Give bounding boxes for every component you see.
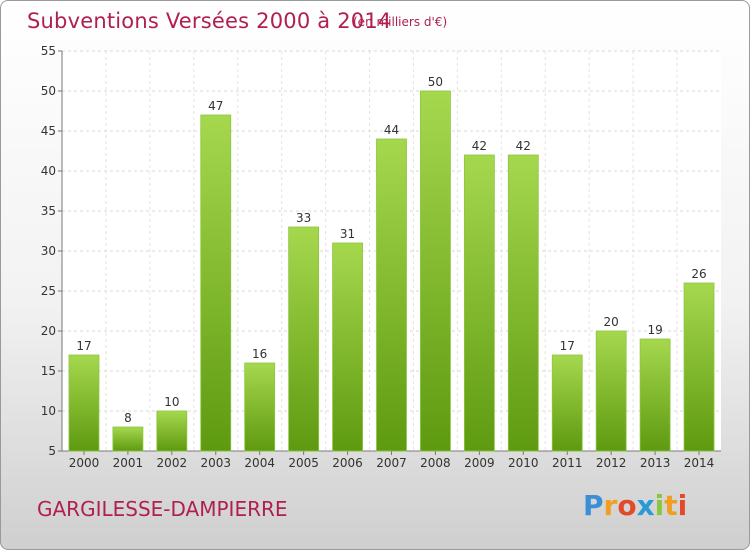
y-tick-label: 25 [41, 284, 56, 298]
value-label-2005: 33 [296, 211, 311, 225]
x-tick-label-2005: 2005 [288, 456, 319, 470]
value-label-2009: 42 [472, 139, 487, 153]
x-tick-label-2006: 2006 [332, 456, 363, 470]
y-tick-label: 10 [41, 404, 56, 418]
bar-2001 [112, 426, 144, 452]
bar-2011 [551, 354, 583, 452]
y-tick-label: 50 [41, 84, 56, 98]
bar-2006 [332, 242, 363, 452]
labels: 5 10 15 20 25 30 35 40 45 50 55 17 2000 8 2001 10 2002 47… [41, 44, 715, 470]
x-tick-label-2009: 2009 [464, 456, 495, 470]
bar-2012 [595, 330, 627, 452]
y-tick-label: 45 [41, 124, 56, 138]
y-tick-label: 20 [41, 324, 56, 338]
value-label-2013: 19 [647, 323, 662, 337]
value-label-2000: 17 [76, 339, 91, 353]
chart-subtitle: (en milliers d'€) [353, 15, 448, 29]
y-tick-label: 30 [41, 244, 56, 258]
y-tick-label: 55 [41, 44, 56, 58]
y-tick-label: 35 [41, 204, 56, 218]
bars [68, 90, 715, 452]
x-tick-label-2014: 2014 [684, 456, 715, 470]
place-name: GARGILESSE-DAMPIERRE [37, 497, 288, 521]
bar-2014 [683, 282, 715, 452]
x-tick-label-2011: 2011 [552, 456, 583, 470]
value-label-2002: 10 [164, 395, 179, 409]
value-label-2001: 8 [124, 411, 132, 425]
chart-title: Subventions Versées 2000 à 2014 [27, 9, 392, 33]
x-tick-label-2007: 2007 [376, 456, 407, 470]
x-tick-label-2010: 2010 [508, 456, 539, 470]
value-label-2012: 20 [604, 315, 619, 329]
value-label-2003: 47 [208, 99, 223, 113]
y-tick-label: 40 [41, 164, 56, 178]
x-tick-label-2001: 2001 [113, 456, 144, 470]
bar-2009 [463, 154, 495, 452]
bar-2010 [507, 154, 539, 452]
y-tick-label: 15 [41, 364, 56, 378]
value-label-2004: 16 [252, 347, 267, 361]
bar-2007 [376, 138, 407, 452]
bar-2000 [68, 354, 100, 452]
value-label-2007: 44 [384, 123, 399, 137]
x-tick-label-2003: 2003 [200, 456, 231, 470]
bar-2003 [200, 114, 232, 452]
x-tick-label-2013: 2013 [640, 456, 671, 470]
bar-2008 [420, 90, 451, 452]
x-tick-label-2000: 2000 [69, 456, 100, 470]
x-tick-label-2002: 2002 [157, 456, 188, 470]
x-tick-label-2012: 2012 [596, 456, 627, 470]
value-label-2011: 17 [560, 339, 575, 353]
value-label-2008: 50 [428, 75, 443, 89]
x-tick-label-2004: 2004 [244, 456, 275, 470]
bar-2004 [244, 362, 276, 452]
bar-2002 [156, 410, 188, 452]
x-tick-label-2008: 2008 [420, 456, 451, 470]
value-label-2006: 31 [340, 227, 355, 241]
value-label-2014: 26 [691, 267, 706, 281]
bar-2013 [639, 338, 671, 452]
value-label-2010: 42 [516, 139, 531, 153]
bar-2005 [288, 226, 320, 452]
proxiti-logo[interactable]: Proxiti [583, 489, 688, 522]
y-tick-label: 5 [48, 444, 56, 458]
